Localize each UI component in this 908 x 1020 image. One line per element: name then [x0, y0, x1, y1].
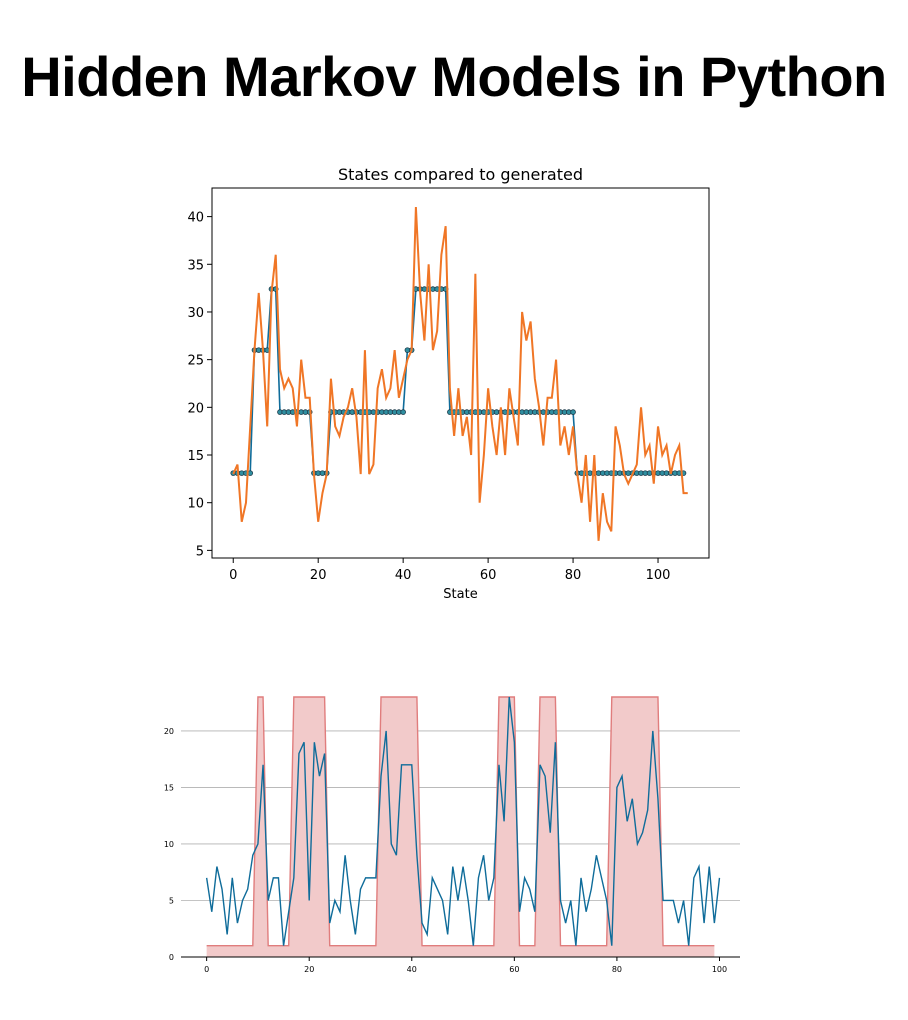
hidden-state-point [570, 409, 576, 415]
y-tick-label: 35 [187, 258, 204, 273]
y-tick-label: 10 [164, 840, 174, 849]
states-compared-chart: States compared to generated 0 20 40 60 80 100… [187, 165, 710, 602]
y-tick-label: 5 [169, 896, 174, 905]
chart-title: States compared to generated [338, 165, 583, 184]
x-tick-label: 60 [480, 568, 497, 583]
x-tick-label: 0 [204, 965, 209, 974]
x-tick-label: 80 [612, 965, 622, 974]
y-tick-label: 10 [187, 497, 204, 512]
y-tick-label: 20 [164, 727, 174, 736]
x-tick-label: 100 [646, 568, 671, 583]
x-tick-label: 40 [407, 965, 417, 974]
y-tick-label: 0 [169, 953, 174, 962]
hidden-state-area-edge [206, 696, 715, 947]
y-tick-label: 25 [187, 354, 204, 369]
x-tick-label: 0 [229, 568, 237, 583]
x-tick-label: 40 [395, 568, 412, 583]
y-tick-label: 40 [187, 211, 204, 226]
series-observations-line [205, 696, 721, 946]
hidden-state-point [400, 409, 406, 415]
x-tick-label: 20 [304, 965, 314, 974]
x-tick-label: 100 [712, 965, 727, 974]
plot-frame [211, 187, 710, 559]
x-tick-label: 60 [509, 965, 519, 974]
x-tick-label: 80 [565, 568, 582, 583]
series-generated-line [232, 207, 688, 541]
y-tick-label: 15 [187, 449, 204, 464]
y-tick-label: 30 [187, 306, 204, 321]
x-tick-label: 20 [310, 568, 327, 583]
x-axis-label: State [443, 587, 477, 602]
y-tick-label: 15 [164, 783, 174, 792]
page-title: Hidden Markov Models in Python [21, 45, 887, 108]
y-tick-label: 20 [187, 401, 204, 416]
hidden-state-area-fill [206, 697, 715, 957]
y-tick-label: 5 [196, 544, 204, 559]
